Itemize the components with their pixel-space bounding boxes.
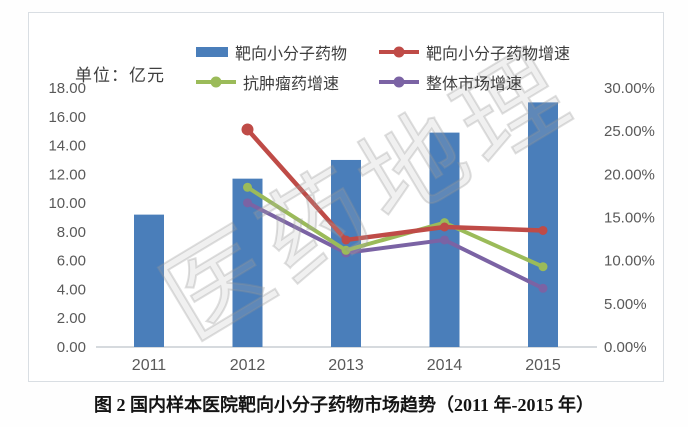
left-axis-tick: 12.00 [48,166,86,183]
x-axis-label-2011: 2011 [132,357,167,374]
line-point [243,198,252,208]
left-axis-tick: 16.00 [48,109,86,126]
line-marker-icon [393,76,405,88]
x-axis-label-2012: 2012 [230,357,266,374]
line-point [341,245,351,255]
left-axis-tick: 0.00 [57,339,86,356]
line-marker-icon [210,76,222,88]
legend-item-antitumor-growth: 抗肿瘤药增速 [196,73,340,93]
x-axis-label-2013: 2013 [328,357,364,374]
figure-caption: 图 2 国内样本医院靶向小分子药物市场趋势（2011 年-2015 年） [94,395,594,415]
line-swatch-icon [196,76,236,88]
line-marker-icon [393,46,405,58]
left-axis-tick: 8.00 [57,224,86,241]
right-axis-tick: 25.00% [604,123,655,140]
left-axis-tick: 2.00 [57,310,86,327]
left-axis-tick: 14.00 [48,138,86,155]
line-point [538,262,548,272]
bar-swatch-icon [196,47,228,57]
right-axis-tick: 5.00% [604,296,647,313]
right-axis-tick: 20.00% [604,166,655,183]
x-axis-label-2014: 2014 [427,357,463,374]
line-point [341,235,351,245]
bar-2015 [528,102,558,347]
right-axis-tick: 30.00% [604,80,655,97]
left-axis-tick: 6.00 [57,253,86,270]
line-point [243,182,252,192]
legend-item-target-growth: 靶向小分子药物增速 [379,43,571,63]
axis-unit-label: 单位：亿元 [75,66,165,85]
legend-label-overall-market-growth: 整体市场增速 [426,76,523,93]
legend-item-overall-market-growth: 整体市场增速 [379,73,523,93]
left-axis-tick: 10.00 [48,195,86,212]
line-series-1 [245,185,545,269]
line-swatch-icon [379,76,419,88]
left-axis-tick: 4.00 [57,281,86,298]
line-point [538,225,548,235]
line-swatch-icon [379,46,419,58]
line-series-2 [245,200,545,291]
legend-item-bar-series: 靶向小分子药物 [196,43,348,63]
legend-label-antitumor-growth: 抗肿瘤药增速 [243,76,340,93]
line-point [241,123,254,136]
line-point [538,283,548,293]
legend-label-target-growth: 靶向小分子药物增速 [426,46,571,63]
line-point [440,222,449,232]
right-axis-tick: 10.00% [604,253,655,270]
legend-label-bar-series: 靶向小分子药物 [235,46,348,63]
line-series-0 [245,127,546,243]
right-axis-tick: 15.00% [604,210,655,227]
bar-2011 [134,214,164,347]
right-axis-tick: 0.00% [604,339,647,356]
left-axis-tick: 18.00 [48,80,86,97]
line-point [440,235,449,245]
x-axis-label-2015: 2015 [525,357,561,374]
